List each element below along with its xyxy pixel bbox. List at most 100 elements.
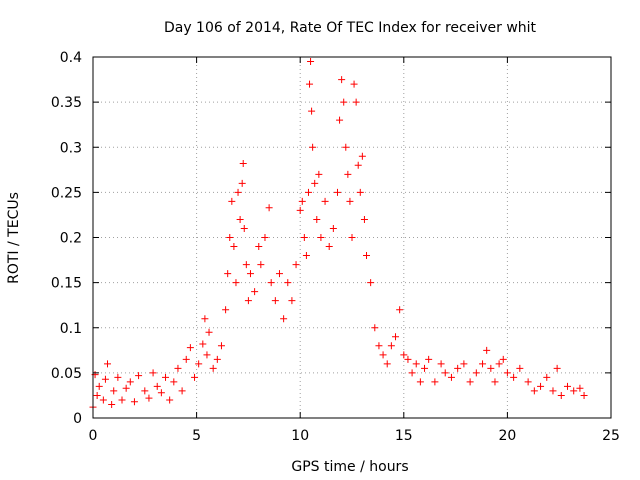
data-point — [296, 206, 304, 214]
data-point — [288, 297, 296, 305]
data-point — [308, 107, 316, 115]
data-point — [367, 279, 375, 287]
grid-lines — [93, 57, 611, 418]
data-point — [315, 170, 323, 178]
y-tick-labels: 0 0.05 0.1 0.15 0.2 0.25 0.3 0.35 0.4 — [51, 50, 82, 427]
data-point — [491, 378, 499, 386]
data-point — [454, 364, 462, 372]
data-point — [222, 306, 230, 314]
data-point — [549, 387, 557, 395]
data-point — [487, 364, 495, 372]
data-point — [356, 188, 364, 196]
data-point — [251, 288, 259, 296]
y-tick-label: 0.25 — [51, 185, 82, 201]
data-point — [265, 204, 273, 212]
y-tick-label: 0.15 — [51, 276, 82, 292]
data-point — [530, 387, 538, 395]
data-point — [333, 188, 341, 196]
data-point — [255, 243, 263, 251]
data-point — [99, 396, 107, 404]
data-point — [516, 364, 524, 372]
data-point — [363, 252, 371, 260]
data-point — [298, 197, 306, 205]
data-point — [325, 243, 333, 251]
data-point — [232, 279, 240, 287]
data-point — [354, 161, 362, 169]
data-point — [570, 387, 578, 395]
data-point — [338, 76, 346, 84]
y-tick-label: 0.4 — [60, 50, 82, 66]
data-point — [284, 279, 292, 287]
data-point — [267, 279, 275, 287]
data-point — [130, 398, 138, 406]
data-point — [313, 215, 321, 223]
data-point — [304, 188, 312, 196]
data-point — [224, 270, 232, 278]
data-point — [371, 324, 379, 332]
data-point — [340, 98, 348, 106]
data-point — [557, 391, 565, 399]
data-point — [191, 373, 199, 381]
data-point — [404, 355, 412, 363]
data-point — [580, 391, 588, 399]
data-point — [387, 342, 395, 350]
x-tick-label: 25 — [602, 428, 620, 444]
x-tick-label: 10 — [291, 428, 309, 444]
data-point — [329, 224, 337, 232]
data-point — [157, 389, 165, 397]
data-point — [358, 152, 366, 160]
data-point — [257, 261, 265, 269]
data-point — [408, 369, 416, 377]
data-point — [226, 234, 234, 241]
chart-title: Day 106 of 2014, Rate Of TEC Index for r… — [164, 20, 537, 36]
y-tick-label: 0.2 — [60, 231, 82, 247]
data-point — [135, 372, 143, 380]
data-point — [510, 373, 518, 381]
data-point — [93, 391, 101, 399]
data-point — [166, 396, 174, 404]
data-point — [352, 98, 360, 106]
data-point — [149, 369, 157, 377]
x-tick-label: 15 — [395, 428, 413, 444]
data-point — [375, 342, 383, 350]
data-point — [236, 215, 244, 223]
data-point — [110, 387, 118, 395]
data-point — [170, 378, 178, 386]
data-point — [479, 360, 487, 368]
data-point — [306, 80, 314, 88]
data-point — [499, 355, 507, 363]
y-tick-label: 0.3 — [60, 140, 82, 156]
data-point — [217, 342, 225, 350]
data-point — [412, 360, 420, 368]
data-point — [563, 382, 571, 390]
data-point — [425, 355, 433, 363]
x-tick-label: 5 — [192, 428, 201, 444]
x-tick-label: 20 — [498, 428, 516, 444]
y-tick-label: 0.1 — [60, 321, 82, 337]
data-point — [104, 360, 112, 368]
data-point — [195, 360, 203, 368]
data-point — [162, 373, 170, 381]
data-point — [108, 400, 116, 408]
data-point — [239, 159, 247, 167]
data-point — [543, 373, 551, 381]
data-points — [89, 58, 588, 411]
data-point — [261, 234, 269, 241]
data-point — [495, 360, 503, 368]
data-point — [379, 351, 387, 359]
data-point — [145, 394, 153, 402]
data-point — [178, 387, 186, 395]
data-point — [203, 351, 211, 359]
data-point — [466, 378, 474, 386]
data-point — [246, 270, 254, 278]
data-point — [421, 364, 429, 372]
data-point — [174, 364, 182, 372]
data-point — [238, 179, 246, 187]
data-point — [503, 369, 511, 377]
data-point — [292, 261, 300, 269]
data-point — [392, 333, 400, 341]
data-point — [350, 80, 358, 88]
data-point — [396, 306, 404, 314]
data-point — [437, 360, 445, 368]
